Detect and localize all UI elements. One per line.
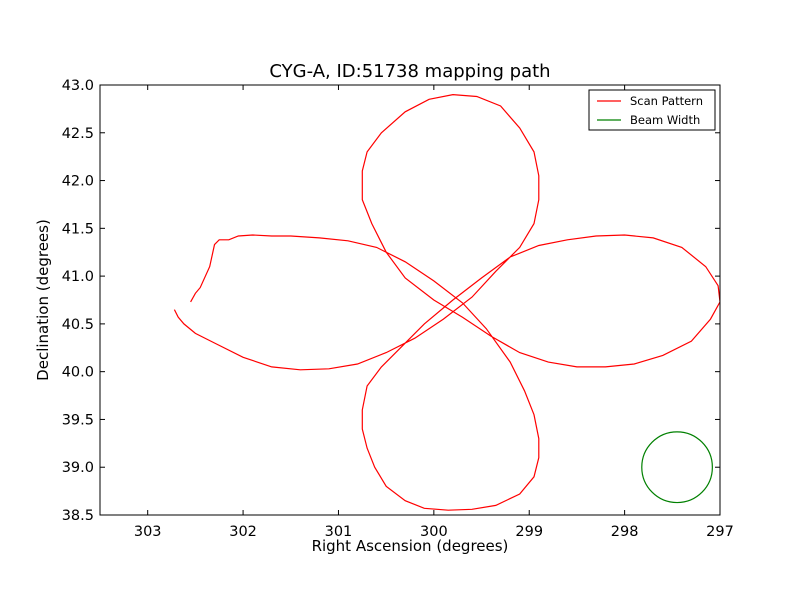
- data-region: [173, 93, 720, 511]
- x-tick-label: 302: [229, 524, 257, 540]
- chart-title: CYG-A, ID:51738 mapping path: [269, 61, 550, 82]
- plot-area: [100, 85, 720, 515]
- x-tick-label: 299: [515, 524, 543, 540]
- y-tick-label: 42.5: [62, 126, 94, 142]
- y-tick-label: 43.0: [62, 78, 94, 94]
- legend-box: [588, 89, 716, 131]
- legend-label-beam-width: Beam Width: [630, 113, 700, 127]
- x-axis-label: Right Ascension (degrees): [312, 537, 509, 555]
- x-tick-label: 301: [325, 524, 353, 540]
- y-tick-label: 39.5: [62, 412, 94, 428]
- scan-pattern-line: [173, 93, 720, 511]
- y-tick-label: 40.0: [62, 365, 94, 381]
- x-tick-label: 303: [134, 524, 162, 540]
- plot-frame: [99, 84, 721, 516]
- y-tick-label: 41.0: [62, 269, 94, 285]
- y-tick-label: 42.0: [62, 174, 94, 190]
- y-axis-label: Declination (degrees): [34, 219, 52, 381]
- x-axis-ticks: 303 302 301 300 299 298 297: [134, 85, 734, 540]
- beam-width-circle: [641, 431, 713, 504]
- y-tick-label: 41.5: [62, 221, 94, 237]
- legend: Scan Pattern Beam Width: [588, 89, 716, 131]
- y-axis-ticks: 38.5 39.0 39.5 40.0 40.5 41.0 41.5 42.0 42.5 43.0: [62, 78, 720, 524]
- y-tick-label: 39.0: [62, 460, 94, 476]
- legend-label-scan-pattern: Scan Pattern: [630, 94, 703, 108]
- y-tick-label: 40.5: [62, 317, 94, 333]
- x-tick-label: 300: [420, 524, 448, 540]
- y-tick-label: 38.5: [62, 508, 94, 524]
- x-tick-label: 298: [611, 524, 639, 540]
- x-tick-label: 297: [706, 524, 734, 540]
